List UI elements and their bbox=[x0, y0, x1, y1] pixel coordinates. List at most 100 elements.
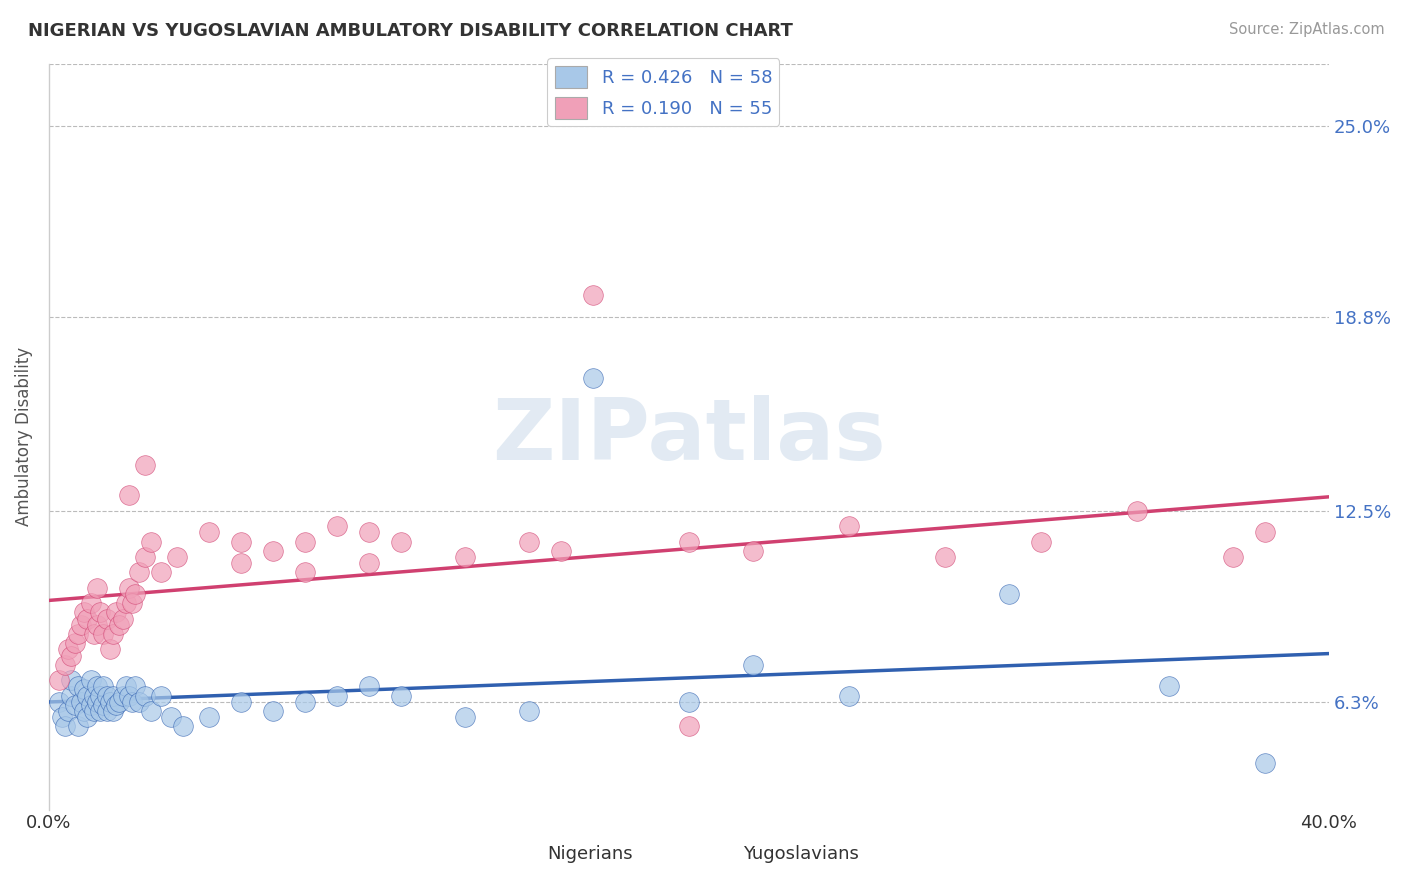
Point bbox=[121, 596, 143, 610]
Point bbox=[79, 673, 101, 688]
Point bbox=[70, 695, 93, 709]
Point bbox=[454, 549, 477, 564]
Point bbox=[517, 534, 540, 549]
Point bbox=[73, 606, 96, 620]
Point bbox=[79, 698, 101, 712]
Point bbox=[141, 534, 163, 549]
Point bbox=[134, 458, 156, 472]
Point bbox=[83, 627, 105, 641]
Point bbox=[53, 657, 76, 672]
Point bbox=[166, 549, 188, 564]
Point bbox=[149, 566, 172, 580]
Point bbox=[98, 642, 121, 657]
Point bbox=[1126, 504, 1149, 518]
Point bbox=[114, 679, 136, 693]
Point bbox=[389, 689, 412, 703]
Point bbox=[118, 689, 141, 703]
Point bbox=[83, 704, 105, 718]
Point bbox=[326, 689, 349, 703]
Point bbox=[86, 695, 108, 709]
Point bbox=[838, 689, 860, 703]
Point bbox=[134, 689, 156, 703]
Point bbox=[517, 704, 540, 718]
Text: ZIPatlas: ZIPatlas bbox=[492, 395, 886, 478]
Point bbox=[326, 519, 349, 533]
Point bbox=[582, 371, 605, 385]
Point bbox=[96, 704, 118, 718]
Point bbox=[70, 617, 93, 632]
Point bbox=[111, 612, 134, 626]
Point bbox=[172, 719, 194, 733]
Point bbox=[118, 488, 141, 502]
Point bbox=[1029, 534, 1052, 549]
Point bbox=[105, 698, 128, 712]
Point bbox=[582, 288, 605, 302]
Text: Nigerians: Nigerians bbox=[548, 846, 633, 863]
Point bbox=[101, 704, 124, 718]
Point bbox=[389, 534, 412, 549]
Point bbox=[105, 606, 128, 620]
Point bbox=[93, 679, 115, 693]
Point bbox=[1157, 679, 1180, 693]
Point bbox=[934, 549, 956, 564]
Point bbox=[229, 534, 252, 549]
Point bbox=[56, 704, 79, 718]
Point bbox=[134, 549, 156, 564]
Point bbox=[66, 679, 89, 693]
Point bbox=[141, 704, 163, 718]
Point bbox=[48, 695, 70, 709]
Point bbox=[48, 673, 70, 688]
Text: Yugoslavians: Yugoslavians bbox=[744, 846, 859, 863]
Point bbox=[357, 679, 380, 693]
Text: Source: ZipAtlas.com: Source: ZipAtlas.com bbox=[1229, 22, 1385, 37]
Point bbox=[89, 606, 111, 620]
Point bbox=[89, 689, 111, 703]
Point bbox=[229, 695, 252, 709]
Point bbox=[357, 556, 380, 570]
Point bbox=[124, 587, 146, 601]
Point bbox=[262, 704, 284, 718]
Point bbox=[101, 627, 124, 641]
Point bbox=[149, 689, 172, 703]
Y-axis label: Ambulatory Disability: Ambulatory Disability bbox=[15, 347, 32, 526]
Point bbox=[357, 525, 380, 540]
Point bbox=[1254, 525, 1277, 540]
Point bbox=[111, 689, 134, 703]
Point bbox=[294, 566, 316, 580]
Point bbox=[262, 544, 284, 558]
Legend: R = 0.426   N = 58, R = 0.190   N = 55: R = 0.426 N = 58, R = 0.190 N = 55 bbox=[547, 59, 779, 126]
Point bbox=[121, 695, 143, 709]
Point bbox=[108, 617, 131, 632]
Point bbox=[1222, 549, 1244, 564]
Point bbox=[79, 596, 101, 610]
Point bbox=[63, 636, 86, 650]
Point bbox=[742, 544, 765, 558]
Point bbox=[83, 689, 105, 703]
Point bbox=[98, 695, 121, 709]
Point bbox=[678, 534, 700, 549]
Point bbox=[454, 710, 477, 724]
Point bbox=[198, 710, 221, 724]
Point bbox=[96, 689, 118, 703]
Point bbox=[56, 642, 79, 657]
Point bbox=[550, 544, 572, 558]
Point bbox=[73, 704, 96, 718]
Point bbox=[101, 689, 124, 703]
Point bbox=[108, 695, 131, 709]
Point bbox=[118, 581, 141, 595]
Point bbox=[63, 698, 86, 712]
Point bbox=[53, 719, 76, 733]
Point bbox=[76, 689, 98, 703]
Point bbox=[114, 596, 136, 610]
Point bbox=[93, 627, 115, 641]
Point bbox=[1254, 756, 1277, 771]
Point bbox=[60, 689, 83, 703]
Point bbox=[159, 710, 181, 724]
Point bbox=[73, 682, 96, 697]
Point bbox=[76, 612, 98, 626]
Point bbox=[838, 519, 860, 533]
Point bbox=[198, 525, 221, 540]
Point bbox=[89, 704, 111, 718]
Point bbox=[229, 556, 252, 570]
Point bbox=[294, 534, 316, 549]
